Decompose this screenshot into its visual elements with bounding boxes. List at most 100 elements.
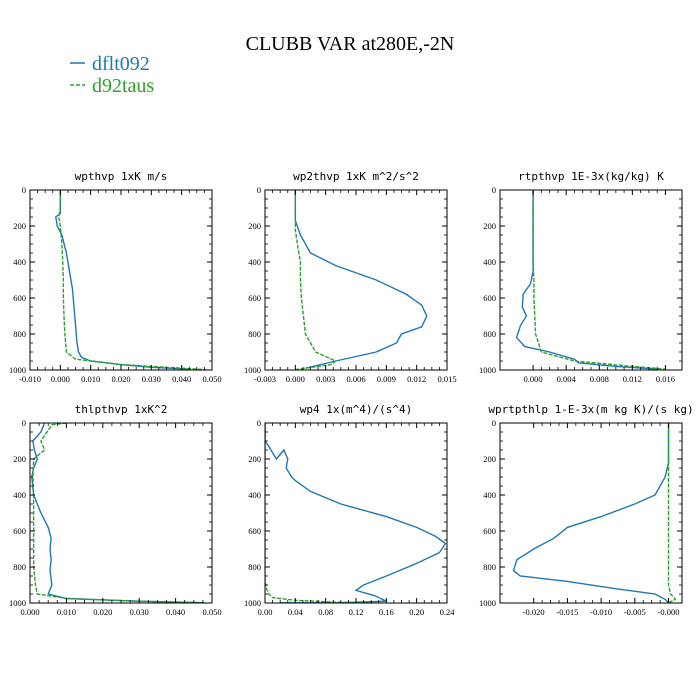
x-tick-label: 0.000: [20, 607, 39, 617]
x-tick-label: 0.050: [202, 374, 221, 384]
plot-frame: [264, 422, 448, 604]
x-tick-label: 0.009: [377, 374, 396, 384]
panel-1: wpthvp 1xK m/s -0.010 0.000 0.010 0.020 0.030…: [9, 170, 222, 384]
x-tick-label: 0.008: [590, 374, 609, 384]
y-tick-label: 600: [248, 526, 261, 536]
y-tick-label: 200: [483, 454, 496, 464]
y-tick-label: 600: [13, 526, 26, 536]
y-tick-label: 200: [13, 221, 26, 231]
series-line-dflt092: [31, 423, 202, 603]
x-tick-label: 0.04: [288, 607, 304, 617]
plot-frame: [499, 422, 683, 604]
series-line-dflt092: [515, 190, 658, 370]
x-tick-label: 0.010: [57, 607, 76, 617]
x-tick-label: 0.12: [349, 607, 364, 617]
x-tick-label: 0.004: [557, 374, 577, 384]
y-tick-label: 0: [22, 418, 26, 428]
x-tick-label: 0.030: [142, 374, 161, 384]
y-tick-label: 600: [248, 293, 261, 303]
x-tick-label: -0.005: [624, 607, 646, 617]
y-tick-label: 1000: [479, 365, 496, 375]
panels: wpthvp 1xK m/s -0.010 0.000 0.010 0.020 0.030…: [9, 170, 694, 617]
series-line-dflt092: [294, 190, 428, 369]
x-tick-label: 0.015: [437, 374, 456, 384]
x-tick-label: 0.020: [93, 607, 112, 617]
y-tick-label: 400: [13, 257, 26, 267]
x-tick-label: 0.012: [407, 374, 426, 384]
x-tick-label: 0.003: [316, 374, 335, 384]
y-tick-label: 200: [483, 221, 496, 231]
y-tick-label: 0: [22, 185, 26, 195]
series-line-d92taus: [532, 190, 666, 370]
x-tick-label: 0.08: [318, 607, 333, 617]
legend-label-dflt092: dflt092: [92, 53, 150, 75]
y-tick-label: 0: [257, 185, 261, 195]
x-tick-label: 0.20: [409, 607, 424, 617]
panel-title: wp2thvp 1xK m^2/s^2: [293, 170, 419, 183]
x-tick-label: 0.030: [130, 607, 149, 617]
y-tick-label: 1000: [9, 365, 26, 375]
x-tick-label: 0.000: [286, 374, 305, 384]
x-tick-label: -0.010: [590, 607, 612, 617]
panel-5: wp4 1x(m^4)/(s^4) 0.00 0.04 0.08 0.12 0.16 0.2…: [244, 403, 455, 617]
x-tick-label: -0.020: [523, 607, 545, 617]
y-tick-label: 800: [248, 329, 261, 339]
panel-2: wp2thvp 1xK m^2/s^2 -0.003 0.000 0.003 0.006…: [244, 170, 457, 384]
series-line-dflt092: [512, 423, 670, 603]
x-tick-label: 0.040: [166, 607, 185, 617]
panel-title: wpthvp 1xK m/s: [75, 170, 168, 183]
y-tick-label: 1000: [9, 598, 26, 608]
x-tick-label: 0.000: [524, 374, 543, 384]
y-tick-label: 400: [483, 257, 496, 267]
x-tick-label: 0.000: [51, 374, 70, 384]
x-tick-label: 0.040: [172, 374, 191, 384]
x-tick-label: 0.016: [656, 374, 675, 384]
plot-frame: [264, 189, 448, 371]
x-tick-label: 0.24: [440, 607, 456, 617]
panel-title: rtpthvp 1E-3x(kg/kg) K: [518, 170, 664, 183]
series-line-d92taus: [294, 190, 338, 370]
series-line-d92taus: [265, 423, 372, 603]
panel-6: wprtpthlp 1-E-3x(m kg K)/(s kg) -0.020 -0.…: [479, 403, 694, 617]
y-tick-label: 0: [492, 418, 496, 428]
x-tick-label: 0.020: [111, 374, 130, 384]
panel-4: thlpthvp 1xK^2 0.000 0.010 0.020 0.030 0.040 0…: [9, 403, 222, 617]
x-tick-label: -0.000: [658, 607, 680, 617]
y-tick-label: 600: [483, 293, 496, 303]
y-tick-label: 1000: [244, 598, 261, 608]
y-tick-label: 0: [492, 185, 496, 195]
y-tick-label: 0: [257, 418, 261, 428]
series-line-dflt092: [55, 190, 188, 370]
y-tick-label: 800: [483, 329, 496, 339]
panel-title: wprtpthlp 1-E-3x(m kg K)/(s kg): [488, 403, 693, 416]
panel-3: rtpthvp 1E-3x(kg/kg) K 0.000 0.004 0.008 0.0…: [479, 170, 683, 384]
y-tick-label: 1000: [479, 598, 496, 608]
y-tick-label: 600: [483, 526, 496, 536]
x-tick-label: 0.010: [81, 374, 100, 384]
plot-frame: [499, 189, 683, 371]
legend: dflt092 d92taus: [70, 53, 154, 97]
plot-frame: [29, 422, 213, 604]
series-line-d92taus: [58, 190, 206, 370]
y-tick-label: 800: [13, 562, 26, 572]
y-tick-label: 200: [248, 221, 261, 231]
x-tick-label: -0.015: [556, 607, 578, 617]
series-line-dflt092: [265, 423, 447, 603]
y-tick-label: 400: [483, 490, 496, 500]
y-tick-label: 200: [13, 454, 26, 464]
x-tick-label: 0.050: [202, 607, 221, 617]
y-tick-label: 400: [13, 490, 26, 500]
legend-label-d92taus: d92taus: [92, 75, 154, 97]
y-tick-label: 1000: [244, 365, 261, 375]
y-tick-label: 400: [248, 490, 261, 500]
plot-frame: [29, 189, 213, 371]
y-tick-label: 800: [483, 562, 496, 572]
x-tick-label: -0.003: [254, 374, 276, 384]
x-tick-label: 0.006: [346, 374, 365, 384]
figure-title: CLUBB VAR at280E,-2N: [246, 33, 455, 55]
x-tick-label: 0.16: [379, 607, 394, 617]
panel-title: thlpthvp 1xK^2: [75, 403, 168, 416]
x-tick-label: -0.010: [19, 374, 41, 384]
panel-title: wp4 1x(m^4)/(s^4): [300, 403, 413, 416]
